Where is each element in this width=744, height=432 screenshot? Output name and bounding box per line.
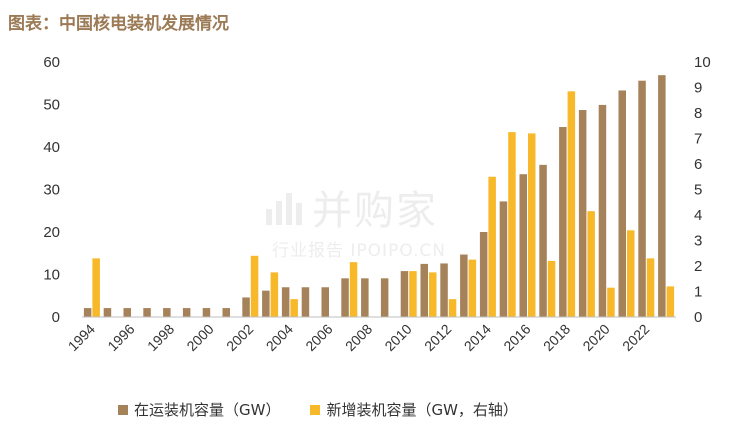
x-tick-label: 2022 bbox=[619, 321, 652, 354]
bar-operating-2016 bbox=[519, 174, 527, 317]
bar-new-2013 bbox=[468, 259, 477, 318]
y2-tick-label: 5 bbox=[694, 182, 702, 199]
bar-operating-2010 bbox=[400, 271, 409, 317]
bar-operating-2021 bbox=[618, 90, 626, 317]
bar-operating-2005 bbox=[301, 287, 310, 317]
bar-new-2020 bbox=[607, 287, 615, 317]
y2-tick-label: 10 bbox=[694, 54, 711, 71]
y2-tick-label: 0 bbox=[694, 309, 702, 326]
bar-new-2012 bbox=[448, 299, 457, 317]
bar-operating-2015 bbox=[499, 201, 508, 317]
bar-new-2007 bbox=[349, 262, 358, 317]
y-tick-label: 20 bbox=[43, 224, 60, 241]
bar-operating-2011 bbox=[420, 263, 428, 318]
legend-swatch-new bbox=[310, 404, 321, 415]
x-tick-label: 2006 bbox=[302, 321, 335, 354]
bar-operating-2023 bbox=[658, 75, 666, 317]
bar-new-1994 bbox=[92, 258, 100, 317]
x-tick-label: 1994 bbox=[65, 321, 98, 354]
bar-operating-2001 bbox=[222, 308, 230, 317]
bar-new-2017 bbox=[547, 260, 556, 317]
y-axis-left: 0 10 20 30 40 50 60 bbox=[43, 54, 60, 326]
bar-new-2014 bbox=[488, 176, 496, 317]
x-tick-label: 2000 bbox=[183, 321, 216, 354]
bar-operating-2020 bbox=[598, 104, 607, 318]
x-tick-label: 2008 bbox=[342, 321, 375, 354]
bar-operating-2006 bbox=[321, 287, 329, 317]
y2-tick-label: 6 bbox=[694, 156, 702, 173]
legend: 在运装机容量（GW） 新增装机容量（GW，右轴） bbox=[118, 399, 518, 420]
bar-operating-2022 bbox=[638, 80, 646, 317]
bar-new-2010 bbox=[409, 271, 417, 317]
bar-new-2021 bbox=[627, 230, 635, 317]
bar-operating-2009 bbox=[380, 278, 389, 317]
y-tick-label: 50 bbox=[43, 97, 60, 114]
bar-new-2022 bbox=[646, 258, 655, 317]
bar-operating-2017 bbox=[539, 164, 547, 317]
bar-operating-1995 bbox=[103, 308, 112, 317]
y-tick-label: 10 bbox=[43, 267, 60, 284]
legend-item-new: 新增装机容量（GW，右轴） bbox=[310, 399, 518, 420]
bar-new-2016 bbox=[528, 133, 536, 317]
legend-label-new: 新增装机容量（GW，右轴） bbox=[326, 401, 518, 419]
bar-new-2018 bbox=[567, 91, 576, 317]
y2-tick-label: 7 bbox=[694, 131, 702, 148]
x-tick-label: 2016 bbox=[500, 321, 533, 354]
bar-new-2023 bbox=[666, 286, 675, 317]
x-axis-labels: 1994 1996 1998 2000 2002 2004 2006 2008 2010 2012… bbox=[65, 321, 653, 354]
bar-new-2004 bbox=[290, 299, 298, 317]
bar-operating-2004 bbox=[281, 287, 290, 317]
bar-operating-2018 bbox=[559, 127, 567, 317]
bar-operating-2019 bbox=[578, 110, 587, 318]
bar-operating-1994 bbox=[83, 308, 92, 317]
y-axis-right: 0 1 2 3 4 5 6 7 8 9 10 bbox=[694, 54, 711, 326]
x-tick-label: 2012 bbox=[421, 321, 454, 354]
bars-layer bbox=[83, 75, 675, 318]
chart-title: 图表：中国核电装机发展情况 bbox=[8, 14, 229, 34]
y-tick-label: 0 bbox=[52, 309, 60, 326]
bar-operating-1999 bbox=[182, 308, 191, 317]
y2-tick-label: 2 bbox=[694, 258, 702, 275]
legend-item-operating: 在运装机容量（GW） bbox=[118, 399, 280, 420]
y2-tick-label: 4 bbox=[694, 207, 702, 224]
x-tick-label: 2014 bbox=[461, 321, 494, 354]
y2-tick-label: 1 bbox=[694, 284, 702, 301]
bar-operating-1996 bbox=[123, 308, 131, 317]
bar-new-2011 bbox=[429, 272, 437, 318]
bar-new-2019 bbox=[587, 211, 595, 317]
x-tick-label: 2018 bbox=[540, 321, 573, 354]
x-tick-label: 2002 bbox=[223, 321, 256, 354]
x-tick-label: 1998 bbox=[144, 321, 177, 354]
bar-new-2003 bbox=[270, 272, 279, 318]
bar-operating-2002 bbox=[242, 297, 250, 317]
bar-operating-2008 bbox=[361, 278, 369, 317]
bar-operating-2003 bbox=[262, 290, 270, 317]
y2-tick-label: 3 bbox=[694, 233, 702, 250]
bar-operating-2007 bbox=[341, 278, 349, 317]
bar-operating-1997 bbox=[143, 308, 151, 317]
y-tick-label: 30 bbox=[43, 182, 60, 199]
legend-label-operating: 在运装机容量（GW） bbox=[134, 401, 281, 419]
bar-operating-2012 bbox=[440, 263, 448, 317]
y-tick-label: 60 bbox=[43, 54, 60, 71]
bar-operating-2000 bbox=[202, 308, 211, 317]
x-tick-label: 2004 bbox=[263, 321, 296, 354]
bar-operating-2013 bbox=[460, 254, 468, 317]
y-tick-label: 40 bbox=[43, 139, 60, 156]
x-tick-label: 2010 bbox=[381, 321, 414, 354]
x-tick-label: 1996 bbox=[104, 321, 137, 354]
bar-new-2002 bbox=[250, 255, 259, 317]
bar-operating-1998 bbox=[163, 308, 171, 317]
bar-new-2015 bbox=[508, 132, 516, 318]
y2-tick-label: 8 bbox=[694, 105, 702, 122]
bar-operating-2014 bbox=[479, 232, 488, 317]
legend-swatch-operating bbox=[118, 404, 128, 415]
y2-tick-label: 9 bbox=[694, 80, 702, 97]
x-tick-label: 2020 bbox=[579, 321, 612, 354]
